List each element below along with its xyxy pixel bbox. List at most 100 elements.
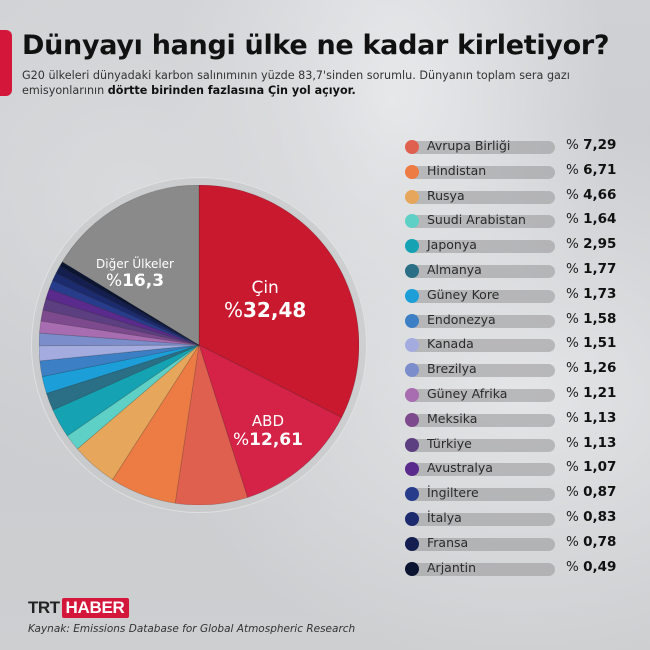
title-accent-bar — [0, 30, 12, 96]
legend-color-dot-icon — [405, 189, 419, 204]
legend-label: İngiltere — [427, 485, 479, 501]
pie-label-china-prefix: % — [224, 298, 244, 322]
legend-color-dot-icon — [405, 462, 419, 477]
legend-label: Güney Kore — [427, 286, 500, 302]
pie-slice — [59, 261, 200, 346]
legend-color-dot-icon — [405, 561, 419, 576]
legend-label: Brezilya — [427, 361, 477, 377]
legend-value: % 2,95 — [566, 236, 617, 253]
legend-bar — [413, 165, 555, 179]
pie-label-usa-value: 12,61 — [249, 430, 303, 450]
legend-value: % 1,51 — [566, 335, 617, 352]
legend-value: % 1,07 — [566, 459, 617, 476]
legend-bar — [413, 264, 555, 278]
pie-slice — [42, 298, 200, 346]
page-title: Dünyayı hangi ülke ne kadar kirletiyor? — [22, 30, 610, 61]
legend-color-dot-icon — [405, 363, 419, 378]
legend-bar — [413, 438, 555, 452]
legend-bar — [413, 488, 555, 502]
legend-color-dot-icon — [405, 164, 419, 179]
legend-label: Arjantin — [427, 559, 477, 575]
legend-color-dot-icon — [405, 313, 419, 328]
legend-bar — [413, 388, 555, 402]
pie-chart: Çin %32,48 ABD %12,61 Diğer Ülkeler %16,… — [31, 177, 367, 513]
legend-value: % 7,29 — [566, 137, 617, 153]
legend-value: % 0,87 — [566, 484, 617, 501]
legend-label: Fransa — [427, 534, 469, 550]
pie-slice — [39, 344, 200, 362]
legend-bar — [413, 190, 555, 204]
legend-label: Suudi Arabistan — [427, 212, 526, 228]
pie-label-others-name: Diğer Ülkeler — [96, 257, 174, 271]
legend-value: % 4,66 — [566, 186, 617, 203]
legend-value: % 1,13 — [566, 434, 617, 451]
legend-label: Kanada — [427, 336, 474, 352]
legend-value: % 1,64 — [566, 211, 617, 228]
pie-slice — [39, 344, 200, 378]
trt-haber-logo: TRT HABER — [28, 598, 129, 618]
legend-color-dot-icon — [405, 214, 419, 229]
legend-color-dot-icon — [405, 412, 419, 427]
pie-slice — [45, 288, 200, 346]
pie-slice — [61, 185, 200, 346]
legend-bar — [413, 215, 555, 229]
legend-value: % 0,83 — [566, 508, 617, 525]
pie-slice — [45, 344, 200, 411]
legend-value: % 1,13 — [566, 409, 617, 426]
legend-color-dot-icon — [405, 338, 419, 353]
legend-label: Avrupa Birliği — [427, 138, 511, 153]
pie-slice — [52, 344, 200, 437]
legend-color-dot-icon — [405, 511, 419, 526]
legend-bar — [413, 339, 555, 353]
source-note: Kaynak: Emissions Database for Global At… — [28, 623, 355, 635]
legend-value: % 1,77 — [566, 260, 617, 277]
legend-value: % 1,73 — [566, 285, 617, 302]
legend-label: Güney Afrika — [427, 385, 508, 401]
pie-slice — [48, 280, 200, 346]
pie-slice — [40, 309, 200, 346]
legend-bar — [413, 289, 555, 303]
legend-bar — [413, 537, 555, 551]
legend-value: % 1,58 — [566, 310, 617, 327]
legend-color-dot-icon — [405, 140, 419, 154]
pie-label-usa-prefix: % — [233, 430, 250, 450]
pie-slice — [198, 344, 343, 498]
subtitle-highlight: dörtte birinden fazlasına Çin yol açıyor… — [107, 83, 356, 97]
legend-bar — [413, 413, 555, 427]
legend-label: Rusya — [427, 187, 465, 203]
pie-label-usa-name: ABD — [251, 412, 285, 430]
pie-slices — [39, 185, 359, 505]
legend-label: Endonezya — [427, 311, 496, 327]
pie-label-china: Çin %32,48 — [224, 278, 306, 322]
legend-bar — [413, 314, 555, 328]
pie-slice — [39, 332, 200, 347]
pie-label-others: Diğer Ülkeler %16,3 — [96, 257, 174, 291]
pie-slice — [66, 344, 200, 450]
legend-label: Japonya — [427, 237, 477, 253]
pie-slice — [55, 265, 200, 346]
pie-slice — [52, 272, 200, 346]
source-text: Emissions Database for Global Atmospheri… — [69, 623, 356, 635]
legend-bar — [413, 240, 555, 254]
legend-color-dot-icon — [405, 437, 419, 452]
legend-label: Meksika — [427, 410, 478, 426]
legend-value: % 6,71 — [566, 161, 617, 178]
legend-color-dot-icon — [405, 536, 419, 551]
logo-haber: HABER — [61, 598, 129, 618]
pie-slice — [39, 320, 200, 346]
legend-color-dot-icon — [405, 487, 419, 502]
pie-label-usa: ABD %12,61 — [233, 412, 303, 450]
pie-slice — [198, 185, 359, 418]
source-label: Kaynak: — [28, 623, 70, 635]
legend-value: % 1,26 — [566, 360, 617, 377]
pie-label-china-value: 32,48 — [243, 298, 307, 322]
legend-bar — [413, 562, 555, 576]
legend-bar — [413, 463, 555, 477]
legend-label: Almanya — [427, 261, 482, 277]
legend-value: % 0,49 — [566, 558, 617, 575]
pie-label-china-name: Çin — [251, 278, 279, 298]
legend-label: Hindistan — [427, 162, 487, 178]
pie-slice — [111, 344, 200, 504]
legend-color-dot-icon — [405, 387, 419, 402]
legend-label: Türkiye — [427, 435, 472, 451]
